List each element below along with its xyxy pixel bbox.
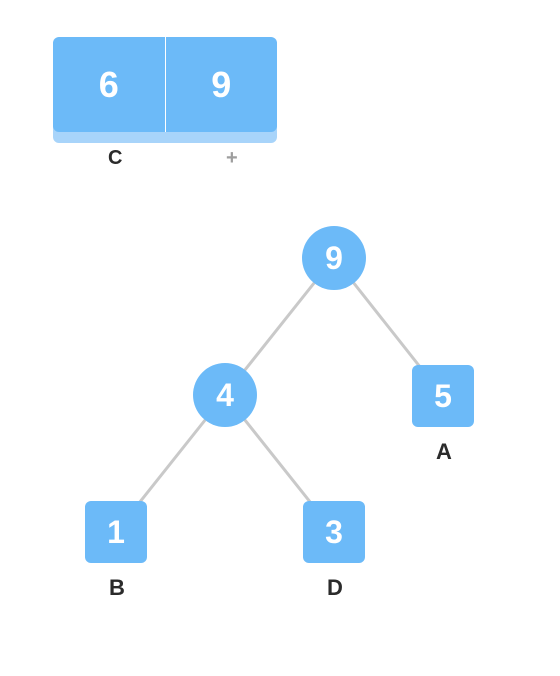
- tree-edges: [0, 0, 560, 676]
- tree-node-label: B: [109, 575, 125, 601]
- tree-node-label: A: [436, 439, 452, 465]
- stack-label: C: [108, 147, 122, 170]
- tree-node-square: 1: [85, 501, 147, 563]
- tree-node-circle: 4: [193, 363, 257, 427]
- tree-node-square: 3: [303, 501, 365, 563]
- tree-node-square: 5: [412, 365, 474, 427]
- tree-node-label: D: [327, 575, 343, 601]
- tree-node-circle: 9: [302, 226, 366, 290]
- stack-label: +: [226, 147, 238, 170]
